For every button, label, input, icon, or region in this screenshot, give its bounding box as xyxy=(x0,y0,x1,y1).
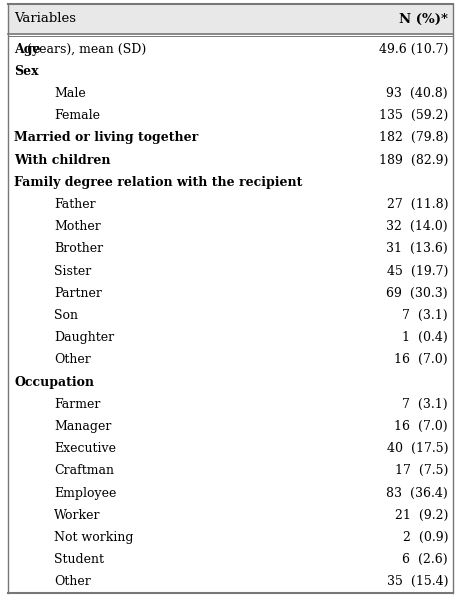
Text: Other: Other xyxy=(54,576,91,588)
Text: Occupation: Occupation xyxy=(14,376,94,389)
Text: 31  (13.6): 31 (13.6) xyxy=(386,242,448,256)
Text: Mother: Mother xyxy=(54,220,101,233)
Text: (years), mean (SD): (years), mean (SD) xyxy=(23,42,146,56)
Text: 7  (3.1): 7 (3.1) xyxy=(402,309,448,322)
Text: Sex: Sex xyxy=(14,65,39,78)
Text: 16  (7.0): 16 (7.0) xyxy=(394,420,448,433)
Text: Daughter: Daughter xyxy=(54,331,114,345)
Text: 17  (7.5): 17 (7.5) xyxy=(395,465,448,478)
Text: Family degree relation with the recipient: Family degree relation with the recipien… xyxy=(14,176,302,189)
Text: Father: Father xyxy=(54,198,95,211)
Text: 2  (0.9): 2 (0.9) xyxy=(402,531,448,544)
Text: 135  (59.2): 135 (59.2) xyxy=(379,109,448,122)
Text: 35  (15.4): 35 (15.4) xyxy=(386,576,448,588)
Text: Son: Son xyxy=(54,309,78,322)
Text: 69  (30.3): 69 (30.3) xyxy=(386,287,448,300)
Text: 6  (2.6): 6 (2.6) xyxy=(402,553,448,566)
Bar xyxy=(8,4,453,34)
Text: Not working: Not working xyxy=(54,531,134,544)
Text: Age: Age xyxy=(14,42,41,56)
Text: 40  (17.5): 40 (17.5) xyxy=(386,442,448,455)
Text: 27  (11.8): 27 (11.8) xyxy=(386,198,448,211)
Text: Partner: Partner xyxy=(54,287,102,300)
Text: 7  (3.1): 7 (3.1) xyxy=(402,398,448,411)
Text: Farmer: Farmer xyxy=(54,398,100,411)
Text: 189  (82.9): 189 (82.9) xyxy=(378,154,448,167)
Text: Female: Female xyxy=(54,109,100,122)
Text: Sister: Sister xyxy=(54,265,91,278)
Text: 93  (40.8): 93 (40.8) xyxy=(386,87,448,100)
Text: 83  (36.4): 83 (36.4) xyxy=(386,487,448,500)
Text: With children: With children xyxy=(14,154,111,167)
Text: Married or living together: Married or living together xyxy=(14,131,198,145)
Text: 21  (9.2): 21 (9.2) xyxy=(395,509,448,522)
Text: Male: Male xyxy=(54,87,86,100)
Text: Student: Student xyxy=(54,553,104,566)
Text: N (%)*: N (%)* xyxy=(399,12,448,26)
Text: Executive: Executive xyxy=(54,442,116,455)
Text: Manager: Manager xyxy=(54,420,112,433)
Text: Worker: Worker xyxy=(54,509,100,522)
Text: 182  (79.8): 182 (79.8) xyxy=(378,131,448,145)
Text: Other: Other xyxy=(54,354,91,367)
Text: 45  (19.7): 45 (19.7) xyxy=(387,265,448,278)
Text: 49.6 (10.7): 49.6 (10.7) xyxy=(378,42,448,56)
Text: Employee: Employee xyxy=(54,487,116,500)
Text: 16  (7.0): 16 (7.0) xyxy=(394,354,448,367)
Text: Craftman: Craftman xyxy=(54,465,114,478)
Text: 1  (0.4): 1 (0.4) xyxy=(402,331,448,345)
Text: 32  (14.0): 32 (14.0) xyxy=(386,220,448,233)
Text: Brother: Brother xyxy=(54,242,103,256)
Text: Variables: Variables xyxy=(14,12,76,26)
